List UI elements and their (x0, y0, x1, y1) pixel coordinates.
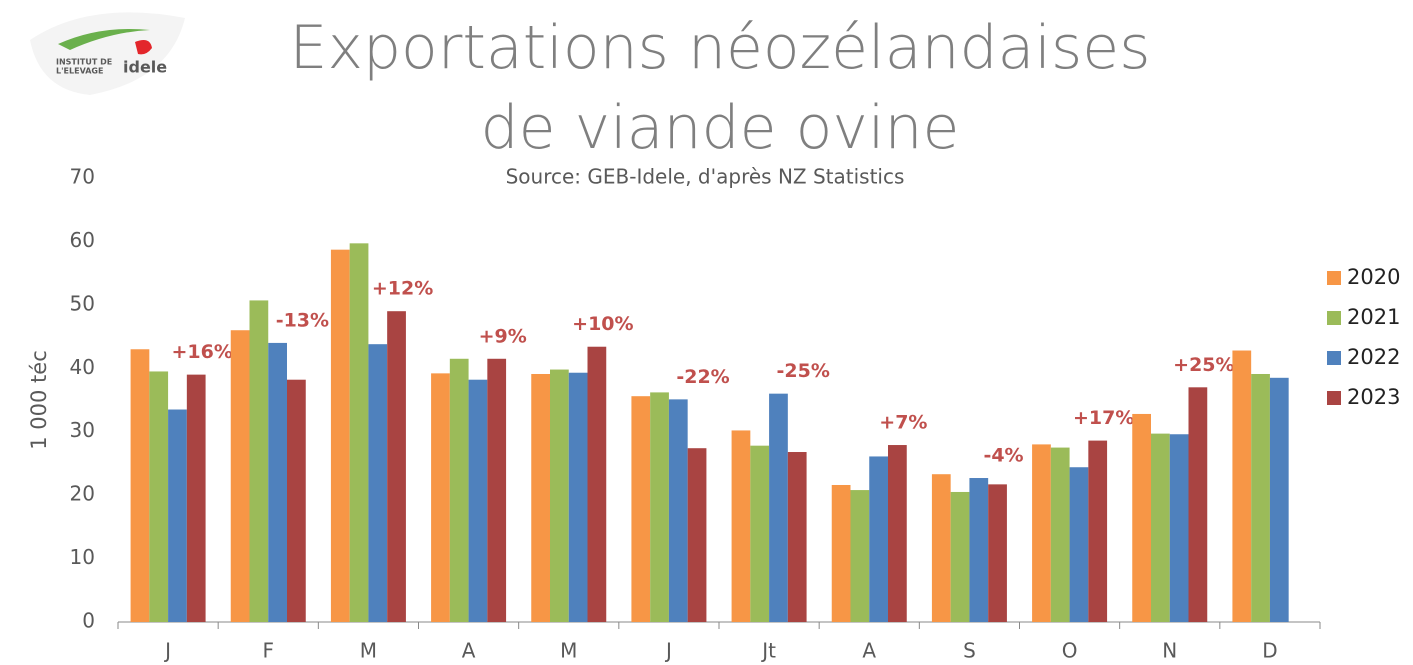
legend-label: 2021 (1347, 305, 1400, 329)
y-tick-label: 20 (70, 482, 95, 506)
bar (249, 300, 269, 622)
annotation: -13% (276, 309, 329, 331)
y-tick-label: 10 (70, 545, 95, 569)
y-tick-label: 30 (70, 418, 95, 442)
legend-swatch (1327, 271, 1341, 285)
annotation: +12% (372, 278, 433, 300)
bar (168, 409, 187, 622)
annotation: -25% (777, 360, 830, 382)
annotation: -4% (983, 445, 1023, 467)
legend-label: 2023 (1347, 385, 1400, 409)
logo-swoosh (58, 28, 150, 50)
y-tick-label: 70 (70, 165, 95, 189)
bar (731, 430, 751, 622)
bar (1050, 447, 1070, 622)
x-tick-label: Jt (760, 639, 776, 663)
x-tick-label: S (963, 639, 976, 663)
bar (387, 311, 406, 622)
annotation: +17% (1073, 407, 1134, 429)
bar (1269, 377, 1289, 622)
logo-bg (30, 12, 185, 96)
bar (888, 445, 907, 622)
x-tick-label: M (560, 639, 577, 663)
bar (750, 445, 770, 622)
bar (149, 371, 169, 622)
annotation: +10% (572, 313, 633, 335)
bar (950, 491, 970, 622)
bar (988, 484, 1007, 622)
bar (769, 393, 788, 622)
x-tick-label: F (262, 639, 274, 663)
x-tick-label: O (1062, 639, 1078, 663)
logo-text: INSTITUT DE (56, 58, 112, 67)
bar (487, 358, 507, 622)
legend-label: 2022 (1347, 345, 1400, 369)
bar (969, 478, 989, 622)
bar (130, 349, 150, 622)
x-tick-label: A (862, 639, 876, 663)
annotation: +9% (479, 325, 527, 347)
y-axis-label: 1 000 téc (27, 350, 51, 450)
x-tick-label: N (1162, 639, 1177, 663)
bar (531, 373, 550, 622)
bar (1151, 433, 1170, 622)
bar (1032, 444, 1051, 622)
bar (268, 342, 287, 622)
bar (850, 490, 870, 622)
annotation: +16% (172, 341, 233, 363)
y-tick-label: 60 (70, 228, 95, 252)
bar (349, 243, 369, 622)
bar (1169, 434, 1189, 622)
legend-swatch (1327, 391, 1341, 405)
bar (668, 399, 688, 622)
chart-title: Exportations néozélandaises de viande ov… (289, 13, 1151, 163)
y-tick-label: 0 (82, 609, 95, 633)
bar (186, 374, 206, 622)
annotation: -22% (676, 366, 729, 388)
bar (449, 358, 469, 622)
legend-swatch (1327, 311, 1341, 325)
bar (330, 249, 350, 622)
bar (787, 452, 807, 622)
bar (1069, 467, 1089, 622)
bar (287, 379, 306, 622)
y-tick-label: 40 (70, 355, 95, 379)
bar (631, 396, 651, 622)
bar (587, 346, 607, 622)
logo-text: L'ELEVAGE (56, 67, 103, 76)
x-tick-label: J (163, 639, 171, 663)
legend-label: 2020 (1347, 265, 1400, 289)
bar (1188, 387, 1208, 622)
subtitle: Source: GEB-Idele, d'après NZ Statistics (506, 165, 905, 189)
logo-drop (135, 40, 152, 55)
y-tick-label: 50 (70, 291, 95, 315)
x-tick-label: M (360, 639, 377, 663)
bar (230, 330, 250, 622)
annotation: +25% (1173, 354, 1234, 376)
legend-swatch (1327, 351, 1341, 365)
x-tick-label: A (462, 639, 476, 663)
bar (1132, 413, 1151, 622)
bar (468, 379, 488, 622)
bar (869, 456, 888, 622)
bar (650, 392, 669, 622)
x-tick-label: J (664, 639, 672, 663)
bar (431, 373, 450, 622)
logo-brand: idele (123, 58, 167, 77)
bar (568, 372, 588, 622)
x-tick-label: D (1262, 639, 1277, 663)
bar (368, 344, 388, 622)
bar (1088, 440, 1108, 622)
bar (687, 448, 707, 622)
bar (931, 474, 951, 622)
bar (1251, 373, 1270, 622)
bar (1232, 350, 1252, 622)
bar (831, 484, 851, 622)
annotation: +7% (879, 412, 927, 434)
bar (550, 369, 569, 622)
